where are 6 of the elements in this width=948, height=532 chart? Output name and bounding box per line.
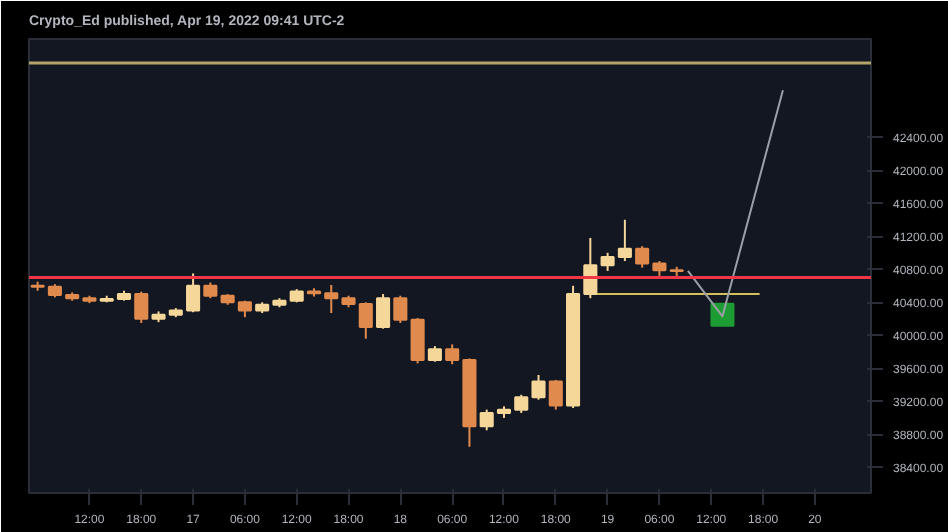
candlestick bbox=[376, 293, 391, 330]
candlestick bbox=[548, 378, 563, 411]
candlestick bbox=[134, 290, 149, 324]
candlestick bbox=[393, 294, 408, 324]
candlestick bbox=[479, 408, 494, 432]
candlestick bbox=[410, 317, 425, 365]
